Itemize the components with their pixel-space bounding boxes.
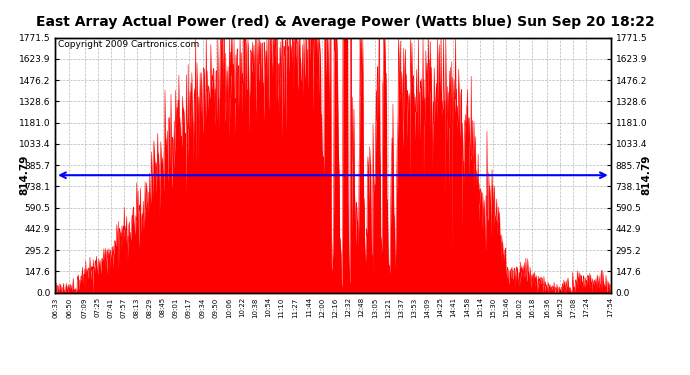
Text: East Array Actual Power (red) & Average Power (Watts blue) Sun Sep 20 18:22: East Array Actual Power (red) & Average … [36, 15, 654, 29]
Text: Copyright 2009 Cartronics.com: Copyright 2009 Cartronics.com [58, 40, 199, 49]
Text: 814.79: 814.79 [642, 155, 652, 195]
Text: 814.79: 814.79 [19, 155, 30, 195]
